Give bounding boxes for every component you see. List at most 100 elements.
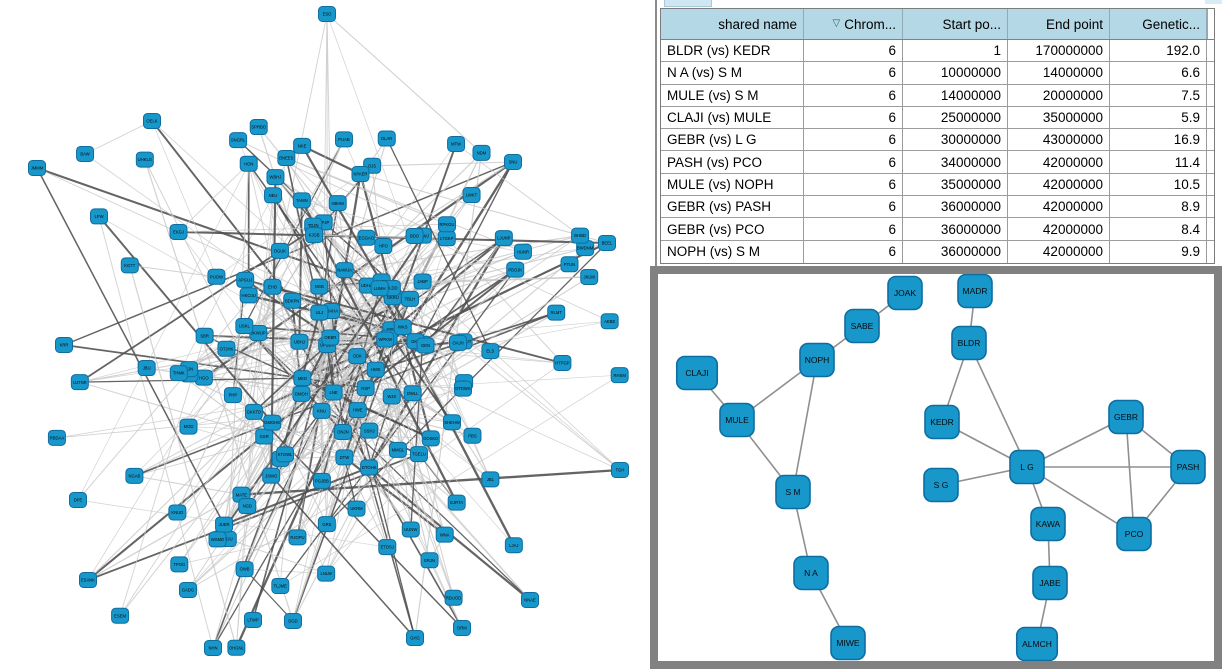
network-node[interactable]: WPKW [376, 331, 395, 348]
network-node[interactable]: BHBD [571, 227, 590, 244]
network-node[interactable]: HBHM [328, 195, 347, 212]
network-node[interactable]: ESEM [111, 607, 130, 624]
network-node-n-a[interactable]: N A [793, 555, 829, 591]
network-node[interactable]: WBHJ [266, 169, 285, 186]
network-node[interactable]: MED [293, 370, 312, 387]
network-node[interactable]: LNLW [317, 565, 336, 582]
network-node[interactable]: MOD [179, 418, 198, 435]
network-node[interactable]: HON [239, 155, 258, 172]
network-node-bldr[interactable]: BLDR [951, 325, 987, 361]
large-network-canvas[interactable]: ESO JMMM OELK SNU BEEL KRR DPE ESANK GADG NHN LTWP… [0, 0, 655, 669]
network-node[interactable]: DOSKD [421, 430, 440, 447]
network-node[interactable]: NGD [238, 498, 257, 515]
network-node[interactable]: ERJN [420, 552, 439, 569]
network-node[interactable]: KJGB [305, 227, 324, 244]
network-node[interactable]: WJS [382, 388, 401, 405]
network-node[interactable]: EGGAO [357, 229, 376, 246]
network-node[interactable]: RSP [356, 380, 375, 397]
network-node[interactable]: OWB [235, 561, 254, 578]
network-node[interactable]: JBU [137, 360, 156, 377]
network-node[interactable]: USKL [235, 318, 254, 335]
network-node[interactable]: SPRBO [249, 119, 268, 136]
network-node[interactable]: SSHJ [360, 422, 379, 439]
network-node[interactable]: PBOJK [506, 261, 525, 278]
network-node[interactable]: NEU [264, 187, 283, 204]
network-node[interactable]: RDUOD [444, 589, 463, 606]
network-node[interactable]: UJTNR [70, 374, 89, 391]
table-row[interactable]: GEBR (vs) PCO 6 36000000 42000000 8.4 [661, 218, 1214, 241]
network-node[interactable]: BAW [76, 145, 95, 162]
network-node[interactable]: LWKT [462, 187, 481, 204]
network-node[interactable]: KGTT [120, 257, 139, 274]
network-node[interactable]: EJRTA [447, 494, 466, 511]
network-node[interactable]: RHSM [610, 367, 629, 384]
network-node-pco[interactable]: PCO [1116, 516, 1152, 552]
network-node[interactable]: DLAR [377, 130, 396, 147]
network-node[interactable]: DWLL [403, 385, 422, 402]
table-row[interactable]: N A (vs) S M 6 10000000 14000000 6.6 [661, 62, 1214, 85]
network-node[interactable]: RBDAA [47, 429, 66, 446]
network-node[interactable]: NNAE [521, 592, 539, 608]
network-node[interactable]: JUER [215, 516, 234, 533]
network-node[interactable]: KRR [55, 337, 73, 353]
network-node[interactable]: RJOPU [288, 529, 307, 546]
network-node[interactable]: DPE [69, 492, 87, 508]
network-node-joak[interactable]: JOAK [887, 275, 923, 311]
network-node[interactable]: LUMH [370, 280, 389, 297]
network-node[interactable]: DGD [284, 613, 302, 629]
network-node[interactable]: TBLH [400, 290, 419, 307]
network-node[interactable]: MTW [447, 135, 466, 152]
network-node[interactable]: NGB [310, 278, 329, 295]
network-node-miwe[interactable]: MIWE [830, 625, 866, 661]
network-node[interactable]: SBR [195, 327, 214, 344]
network-node[interactable]: MMGL [388, 441, 407, 458]
network-node[interactable]: HKOJU [239, 287, 258, 304]
network-node[interactable]: SHEHW [442, 414, 461, 431]
network-node[interactable]: OEBR [321, 329, 340, 346]
network-node-kawa[interactable]: KAWA [1030, 506, 1066, 542]
network-node[interactable]: JKUM [580, 269, 599, 286]
network-node-claji[interactable]: CLAJI [675, 355, 719, 391]
network-node-noph[interactable]: NOPH [799, 342, 835, 378]
network-node[interactable]: TGELU [409, 446, 428, 463]
network-node-s-g[interactable]: S G [923, 467, 959, 503]
network-node[interactable]: ELS [481, 343, 500, 360]
network-node[interactable]: LPW [90, 208, 109, 225]
network-node[interactable]: DTW [335, 449, 354, 466]
network-node[interactable]: DTOHK [360, 459, 379, 476]
network-node[interactable]: BDKPN [283, 292, 302, 309]
network-node[interactable]: NHN [204, 640, 222, 656]
network-node[interactable]: OTJHK [217, 340, 236, 357]
table-row[interactable]: MULE (vs) NOPH 6 35000000 42000000 10.5 [661, 173, 1214, 197]
network-node[interactable]: NGAB [125, 467, 144, 484]
network-node[interactable]: GMGHE [263, 414, 282, 431]
network-node[interactable]: OAJH [449, 334, 468, 351]
network-node[interactable]: HPO [374, 238, 393, 255]
table-row[interactable]: NOPH (vs) S M 6 36000000 42000000 9.9 [661, 240, 1214, 263]
network-node[interactable]: PGJBB [312, 472, 331, 489]
network-node[interactable]: BEEL [598, 235, 616, 251]
panel-divider[interactable] [655, 0, 657, 267]
column-header-shared-name[interactable]: shared name [661, 9, 804, 39]
network-node[interactable]: OGUK [270, 242, 289, 259]
network-node[interactable]: THMK [169, 365, 188, 382]
network-node[interactable]: WSMD [208, 531, 227, 548]
network-node[interactable]: RPKGU [437, 216, 456, 233]
network-node[interactable]: LTGKP [437, 230, 456, 247]
network-node[interactable]: PTUN [560, 256, 579, 273]
network-node-mule[interactable]: MULE [719, 402, 755, 438]
table-row[interactable]: GEBR (vs) PASH 6 36000000 42000000 8.9 [661, 196, 1214, 219]
table-row[interactable]: BLDR (vs) KEDR 6 1 170000000 192.0 [661, 40, 1214, 63]
network-node-l-g[interactable]: L G [1009, 449, 1045, 485]
network-node[interactable]: WNA [435, 526, 454, 543]
filter-icon[interactable]: ▽ [832, 18, 841, 29]
network-node[interactable]: LJAJ [504, 537, 523, 554]
network-node[interactable]: LTWP [244, 612, 262, 628]
network-node[interactable]: TPOG [170, 556, 189, 573]
network-node[interactable]: GSR [255, 428, 274, 445]
network-node[interactable]: NAWJA [335, 262, 354, 279]
network-node[interactable]: OELK [143, 113, 161, 129]
column-header-genetic[interactable]: Genetic... [1110, 9, 1207, 39]
network-node[interactable]: APGUJ [236, 271, 255, 288]
network-node[interactable]: ONJN [333, 423, 352, 440]
